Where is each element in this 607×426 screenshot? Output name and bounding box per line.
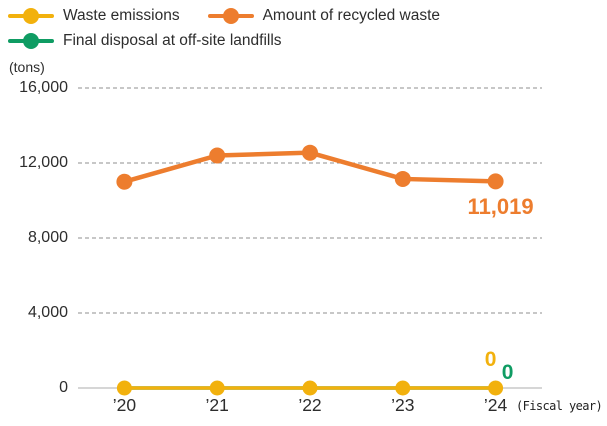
- data-point: [116, 173, 133, 190]
- x-axis-unit-label: (Fiscal year): [516, 399, 603, 413]
- data-point: [302, 380, 318, 396]
- value-label-waste-emissions: 0: [484, 348, 497, 371]
- x-tick-label: ’24: [483, 395, 508, 415]
- y-tick-label: 0: [59, 379, 68, 396]
- y-axis-unit-label: (tons): [9, 59, 45, 75]
- legend-row-1: Waste emissions Amount of recycled waste: [8, 5, 440, 27]
- legend: Waste emissions Amount of recycled waste…: [8, 5, 440, 52]
- y-tick-label: 16,000: [19, 79, 68, 96]
- data-point: [116, 380, 132, 396]
- data-point: [394, 170, 411, 187]
- line-marker-yellow-icon: [8, 8, 54, 24]
- legend-label-waste-emissions: Waste emissions: [63, 7, 180, 25]
- x-tick-label: ’21: [205, 395, 229, 415]
- line-marker-orange-icon: [207, 8, 254, 24]
- legend-label-final-disposal: Final disposal at off-site landfills: [63, 32, 282, 50]
- data-point: [488, 380, 504, 396]
- data-point: [209, 380, 225, 396]
- y-tick-label: 12,000: [19, 154, 68, 171]
- legend-item-waste-emissions: Waste emissions: [8, 8, 180, 24]
- legend-item-final-disposal: Final disposal at off-site landfills: [8, 33, 282, 49]
- value-label-final-disposal-at-off-site-landfills: 0: [501, 361, 514, 384]
- y-tick-label: 4,000: [27, 304, 68, 321]
- legend-label-recycled-waste: Amount of recycled waste: [262, 7, 441, 25]
- data-point: [302, 144, 318, 161]
- x-tick-label: ’20: [112, 395, 137, 415]
- legend-row-2: Final disposal at off-site landfills: [8, 30, 440, 52]
- line-marker-green-icon: [8, 33, 54, 49]
- y-tick-label: 8,000: [27, 229, 68, 246]
- x-tick-label: ’23: [391, 395, 415, 415]
- legend-item-recycled-waste: Amount of recycled waste: [207, 7, 441, 25]
- data-point: [395, 380, 411, 396]
- data-point: [487, 173, 504, 190]
- data-point: [209, 147, 226, 164]
- x-tick-label: ’22: [298, 395, 322, 415]
- value-label-amount-of-recycled-waste: 11,019: [467, 194, 534, 220]
